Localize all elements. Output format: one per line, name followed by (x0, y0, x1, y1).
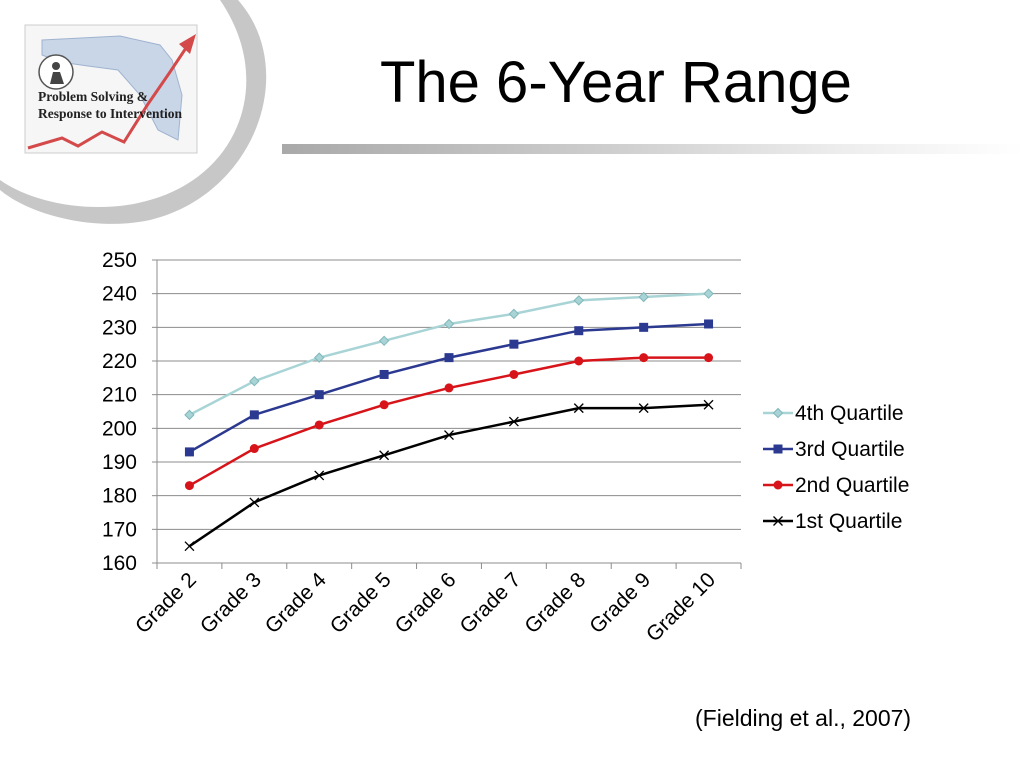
legend-label: 2nd Quartile (795, 474, 909, 497)
x-marker-stroke (444, 430, 454, 441)
x-marker-stroke (184, 541, 195, 552)
data-point (249, 444, 259, 454)
x-marker-stroke (314, 470, 325, 481)
data-point (184, 481, 194, 491)
data-point (444, 353, 454, 363)
data-point (314, 470, 325, 481)
x-marker-stroke (638, 403, 649, 414)
x-tick-label: Grade 5 (326, 568, 396, 638)
logo-line-1: Problem Solving & (38, 89, 148, 104)
data-point (444, 383, 454, 393)
legend-item: 1st Quartile (763, 510, 902, 533)
data-point (508, 416, 519, 427)
data-point (249, 410, 259, 420)
legend-label: 4th Quartile (795, 402, 904, 425)
y-tick-label: 180 (102, 485, 137, 508)
x-tick-label: Grade 3 (196, 568, 266, 638)
data-point (444, 430, 454, 441)
x-marker-stroke (703, 399, 714, 410)
y-tick-label: 240 (102, 283, 137, 306)
data-point (508, 308, 520, 320)
y-tick-label: 220 (102, 350, 137, 373)
data-point (509, 369, 519, 379)
data-point (574, 326, 584, 336)
problem-solving-logo: Problem Solving & Response to Interventi… (0, 0, 267, 224)
logo-line-2: Response to Intervention (38, 106, 182, 121)
data-point (639, 322, 649, 332)
series-3rd-quartile (184, 319, 714, 457)
y-tick-label: 170 (102, 518, 137, 541)
data-point (703, 288, 714, 299)
x-marker-stroke (573, 403, 584, 414)
series-line (188, 403, 709, 548)
data-point (639, 353, 649, 363)
x-tick-label: Grade 2 (131, 568, 201, 638)
x-marker-stroke (508, 416, 519, 427)
data-point (509, 339, 519, 349)
x-tick-label: Grade 6 (391, 568, 461, 638)
data-point (184, 447, 194, 457)
data-point (573, 295, 584, 306)
data-point (249, 375, 260, 387)
data-point (184, 541, 195, 552)
data-point (379, 450, 390, 461)
data-point (184, 409, 195, 421)
x-tick-label: Grade 10 (642, 568, 720, 646)
y-tick-label: 210 (102, 384, 137, 407)
data-point (314, 390, 324, 400)
legend-label: 1st Quartile (795, 510, 902, 533)
data-point (573, 403, 584, 414)
data-point (574, 356, 584, 366)
x-tick-label: Grade 4 (261, 568, 331, 638)
data-point (379, 400, 389, 410)
legend-item: 3rd Quartile (763, 438, 905, 461)
legend-marker (772, 407, 784, 419)
data-point (704, 353, 714, 363)
data-point (249, 497, 260, 508)
legend-label: 3rd Quartile (795, 438, 905, 461)
legend-marker (773, 444, 783, 454)
y-tick-label: 160 (102, 552, 137, 575)
data-point (443, 318, 455, 330)
data-point (703, 399, 714, 410)
series-4th-quartile (184, 288, 714, 421)
x-marker-stroke (379, 450, 390, 461)
legend-item: 2nd Quartile (763, 474, 909, 497)
x-tick-label: Grade 8 (520, 568, 590, 638)
data-point (704, 319, 714, 329)
x-marker-stroke (773, 516, 783, 526)
title-divider (282, 144, 1024, 154)
series-2nd-quartile (184, 353, 714, 491)
citation: (Fielding et al., 2007) (695, 705, 912, 731)
data-point (379, 369, 389, 379)
legend-marker (773, 516, 783, 526)
y-tick-label: 190 (102, 451, 137, 474)
x-tick-label: Grade 7 (455, 568, 525, 638)
y-tick-label: 230 (102, 316, 137, 339)
slide-title: The 6-Year Range (380, 50, 852, 115)
data-point (378, 335, 390, 347)
data-point (638, 291, 649, 303)
data-point (314, 352, 325, 363)
legend-item: 4th Quartile (763, 402, 904, 425)
series-1st-quartile (184, 399, 714, 552)
legend-marker (773, 480, 783, 490)
data-point (314, 420, 324, 430)
x-marker-stroke (249, 497, 260, 508)
y-tick-label: 200 (102, 417, 137, 440)
y-tick-label: 250 (102, 249, 137, 272)
data-point (638, 403, 649, 414)
